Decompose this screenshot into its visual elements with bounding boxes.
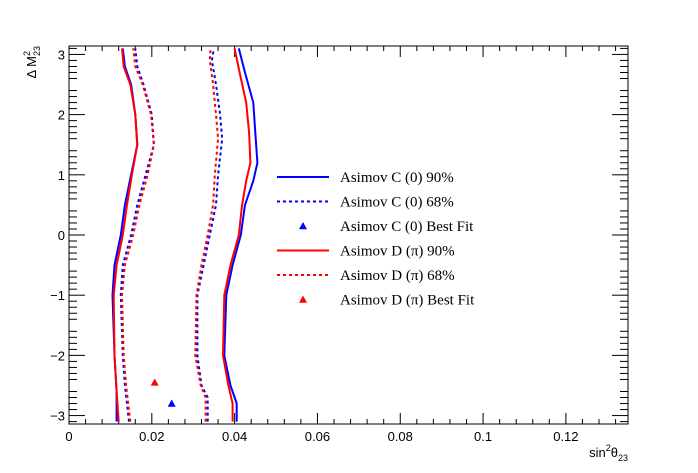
y-tick-label: 1 — [58, 168, 65, 183]
legend-label: Asimov D (π) 90% — [340, 244, 455, 260]
series-3-branch-0 — [112, 48, 139, 422]
series-5-best-fit-marker — [150, 378, 159, 386]
y-axis-title-base: Δ M — [24, 56, 39, 78]
y-tick-label: −1 — [50, 288, 65, 303]
x-axis-title-base: sin — [589, 445, 606, 460]
x-axis-title: sin2θ23 — [589, 443, 628, 463]
series-1-branch-0 — [119, 48, 155, 422]
y-tick-label: −3 — [50, 409, 65, 424]
y-axis-title: Δ M223 — [22, 46, 42, 78]
legend-label: Asimov C (0) 90% — [340, 170, 454, 186]
series-4-branch-0 — [121, 48, 155, 422]
x-tick-label: 0.04 — [222, 429, 247, 444]
x-tick-label: 0.02 — [139, 429, 164, 444]
plot-frame — [68, 45, 629, 425]
x-axis-title-sub: 23 — [618, 453, 628, 463]
legend-label: Asimov C (0) Best Fit — [340, 219, 474, 235]
series-4-branch-1 — [194, 48, 220, 422]
legend-label: Asimov D (π) 68% — [340, 268, 455, 284]
series-1-branch-1 — [196, 48, 224, 422]
x-tick-label: 0 — [65, 429, 72, 444]
legend-label: Asimov D (π) Best Fit — [340, 293, 475, 309]
x-axis-title-sup: 2 — [606, 443, 611, 453]
legend: Asimov C (0) 90% Asimov C (0) 68% Asimov C… — [277, 170, 475, 309]
series-2-best-fit-marker — [167, 399, 176, 407]
y-tick-label: −2 — [50, 348, 65, 363]
axis-ticks — [68, 46, 628, 424]
tick-labels: 0 0.02 0.04 0.06 0.08 0.1 0.12 −3 −2 −1 0 1 2 3 — [50, 47, 578, 444]
x-tick-label: 0.06 — [305, 429, 330, 444]
x-tick-label: 0.12 — [553, 429, 578, 444]
y-tick-label: 0 — [58, 228, 65, 243]
legend-label: Asimov C (0) 68% — [340, 195, 454, 211]
series-layer — [111, 48, 259, 422]
x-tick-label: 0.1 — [474, 429, 492, 444]
series-3-branch-1 — [222, 48, 252, 422]
x-tick-label: 0.08 — [388, 429, 413, 444]
y-tick-label: 3 — [58, 47, 65, 62]
y-axis-title-sup: 2 — [22, 51, 32, 56]
legend-marker — [299, 222, 307, 230]
x-axis-title-mid: θ — [611, 445, 618, 460]
legend-marker — [299, 295, 307, 303]
series-0-branch-1 — [223, 48, 259, 422]
y-tick-label: 2 — [58, 108, 65, 123]
y-axis-title-sub: 23 — [32, 46, 42, 56]
